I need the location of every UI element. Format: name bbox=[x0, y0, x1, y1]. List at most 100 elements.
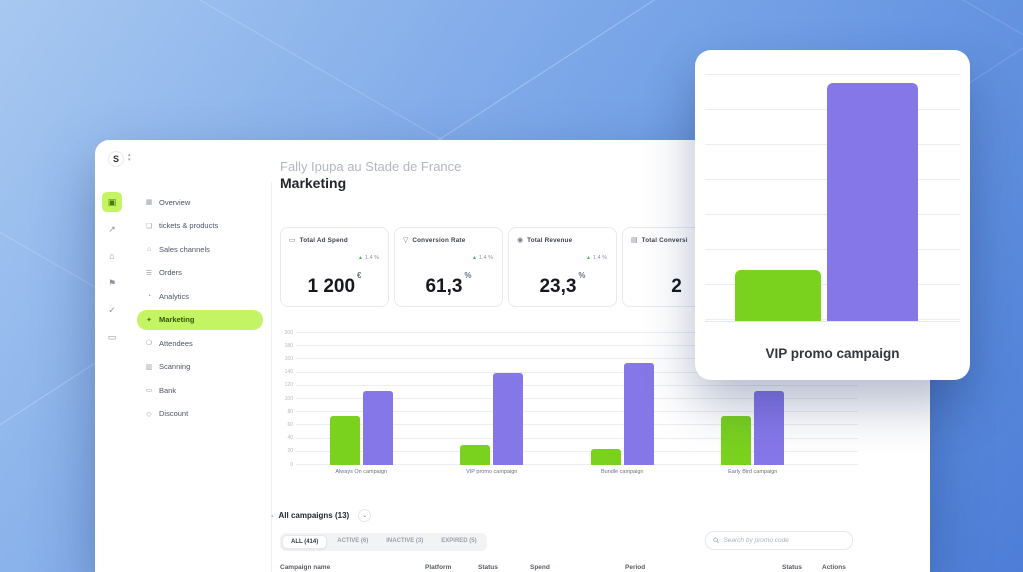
sidebar-divider bbox=[271, 182, 272, 572]
overlay-bar-green bbox=[735, 270, 821, 321]
rail-item-store-icon[interactable]: ⌂ bbox=[102, 246, 122, 266]
rail-item-check-icon[interactable]: ✓ bbox=[102, 300, 122, 320]
chevron-down-icon: ⌄ bbox=[362, 513, 368, 519]
up-arrow-icon: ▲ bbox=[585, 255, 591, 261]
kpi-value: 61,3% bbox=[425, 270, 472, 297]
gridline bbox=[296, 411, 858, 413]
bar-green-vip-promo-campaign[interactable] bbox=[460, 445, 491, 465]
sidebar-item-sales-channels[interactable]: ⌂ Sales channels bbox=[137, 239, 263, 259]
kpi-label: Total Revenue bbox=[527, 236, 573, 244]
kpi-delta-value: 1.4 % bbox=[592, 255, 607, 261]
kpi-unit: % bbox=[464, 270, 472, 280]
event-name: Fally Ipupa au Stade de France bbox=[280, 159, 462, 174]
kpi-value: 1 200€ bbox=[307, 270, 362, 297]
kpi-delta-value: 1.4 % bbox=[364, 255, 379, 261]
y-tick-label: 60 bbox=[287, 421, 293, 428]
y-tick-label: 180 bbox=[284, 342, 293, 349]
sidebar-item-attendees[interactable]: ❍ Attendees bbox=[137, 333, 263, 353]
chart-plot-area bbox=[296, 332, 858, 465]
rail-item-trend-icon[interactable]: ↗ bbox=[102, 219, 122, 239]
sidebar-item-overview[interactable]: ▦ Overview bbox=[137, 192, 263, 212]
bar-purple-early-bird-campaign[interactable] bbox=[754, 391, 785, 465]
rail-item-ticket-icon[interactable]: ▣ bbox=[102, 192, 122, 212]
y-tick-label: 80 bbox=[287, 408, 293, 415]
overlay-plot-area bbox=[705, 74, 960, 322]
bar-green-early-bird-campaign[interactable] bbox=[721, 415, 752, 465]
sidebar-item-analytics[interactable]: ◔ Analytics bbox=[137, 286, 263, 306]
campaign-filter-tabs: ALL (414) ACTIVE (6) INACTIVE (3) EXPIRED (… bbox=[280, 533, 487, 551]
kpi-head: ◉ Total Revenue bbox=[517, 236, 608, 245]
sidebar-item-label: Discount bbox=[159, 409, 189, 418]
bar-purple-vip-promo-campaign[interactable] bbox=[493, 372, 524, 465]
sidebar-item-label: Bank bbox=[159, 385, 177, 395]
workspace-switcher-chevrons-icon[interactable]: ▴ ▾ bbox=[128, 153, 131, 163]
gridline bbox=[296, 437, 858, 439]
filter-tab-inactive-3[interactable]: INACTIVE (3) bbox=[386, 538, 424, 544]
column-header-period-4: Period bbox=[625, 564, 646, 571]
analytics-icon: ◔ bbox=[146, 292, 152, 300]
y-tick-label: 20 bbox=[287, 448, 293, 455]
filter-tab-all-414[interactable]: ALL (414) bbox=[282, 535, 328, 549]
column-header-status-5: Status bbox=[782, 564, 802, 571]
kpi-value: 23,3% bbox=[539, 270, 586, 297]
filter-tab-expired-5[interactable]: EXPIRED (5) bbox=[441, 538, 477, 544]
collapse-campaigns-button[interactable]: ⌄ bbox=[358, 509, 372, 522]
check-icon: ✓ bbox=[108, 304, 116, 315]
x-axis-label: Always On campaign bbox=[335, 469, 388, 475]
y-tick-label: 120 bbox=[284, 382, 293, 389]
column-header-status-2: Status bbox=[478, 564, 498, 571]
gridline bbox=[296, 424, 858, 426]
x-axis-labels: Always On campaign VIP promo campaign Bund… bbox=[296, 469, 818, 475]
rail-item-wallet-icon[interactable]: ▭ bbox=[102, 327, 122, 347]
sidebar-item-label: tickets & products bbox=[159, 221, 219, 230]
sidebar-item-orders[interactable]: ☰ Orders bbox=[137, 263, 263, 283]
up-arrow-icon: ▲ bbox=[357, 255, 363, 261]
ticket-icon: ▣ bbox=[107, 196, 117, 207]
kpi-head: ▭ Total Ad Spend bbox=[289, 236, 380, 245]
overlay-zoom-card: VIP promo campaign bbox=[695, 50, 970, 380]
gridline bbox=[296, 464, 858, 465]
gridline bbox=[296, 345, 858, 347]
kpi-head: ▽ Conversion Rate bbox=[403, 236, 494, 245]
rail-item-share-icon[interactable]: ⚑ bbox=[102, 273, 122, 293]
store-icon: ⌂ bbox=[109, 251, 115, 261]
conversions-icon: ▤ bbox=[631, 237, 638, 244]
sidebar-item-scanning[interactable]: ▥ Scanning bbox=[137, 357, 263, 377]
kpi-unit: % bbox=[578, 270, 586, 280]
y-tick-label: 140 bbox=[284, 369, 293, 376]
bar-group-bundle-campaign bbox=[557, 333, 688, 465]
workspace-logo[interactable]: S bbox=[108, 151, 124, 167]
filter-tab-active-6[interactable]: ACTIVE (6) bbox=[337, 538, 369, 544]
sidebar-item-label: Marketing bbox=[159, 315, 195, 324]
sidebar-item-bank[interactable]: ▭ Bank bbox=[137, 380, 263, 400]
bar-purple-always-on-campaign[interactable] bbox=[362, 391, 393, 465]
share-icon: ⚑ bbox=[107, 277, 117, 288]
sort-up-icon: ▴ bbox=[128, 152, 131, 158]
kpi-head: ▤ Total Conversi bbox=[631, 236, 722, 245]
bar-green-always-on-campaign[interactable] bbox=[329, 415, 360, 465]
campaigns-section-header: ▴ All campaigns (13) ⌄ bbox=[271, 509, 372, 522]
promo-search[interactable] bbox=[705, 531, 853, 550]
bar-green-bundle-campaign[interactable] bbox=[590, 448, 621, 465]
sidebar-item-discount[interactable]: ◇ Discount bbox=[137, 404, 263, 424]
kpi-unit: € bbox=[357, 270, 362, 280]
campaigns-table-header: Campaign name Platform Status Spend Period St… bbox=[280, 564, 920, 572]
kpi-label: Total Ad Spend bbox=[299, 236, 348, 244]
gridline bbox=[296, 450, 858, 452]
trend-icon: ↗ bbox=[108, 223, 116, 234]
promo-search-input[interactable] bbox=[723, 537, 845, 544]
y-tick-label: 40 bbox=[287, 435, 293, 442]
page-title: Marketing bbox=[280, 175, 347, 191]
kpi-label: Total Conversi bbox=[641, 236, 688, 244]
gridline bbox=[296, 371, 858, 373]
kpi-label: Conversion Rate bbox=[412, 236, 466, 244]
campaigns-section-title: All campaigns (13) bbox=[278, 511, 350, 520]
overlay-bar-purple bbox=[827, 83, 918, 321]
bar-purple-bundle-campaign[interactable] bbox=[623, 362, 654, 465]
sidebar-item-label: Attendees bbox=[159, 338, 193, 348]
search-icon bbox=[713, 537, 720, 544]
sidebar-item-marketing[interactable]: ✦ Marketing bbox=[137, 309, 263, 330]
sidebar-item-tickets-products[interactable]: ❏ tickets & products bbox=[137, 216, 263, 236]
campaign-bar-chart: 0 20 40 60 80 100 120 140 160 180 200 Always On ca… bbox=[280, 330, 858, 485]
kpi-delta: ▲ 1.4 % bbox=[358, 255, 379, 261]
